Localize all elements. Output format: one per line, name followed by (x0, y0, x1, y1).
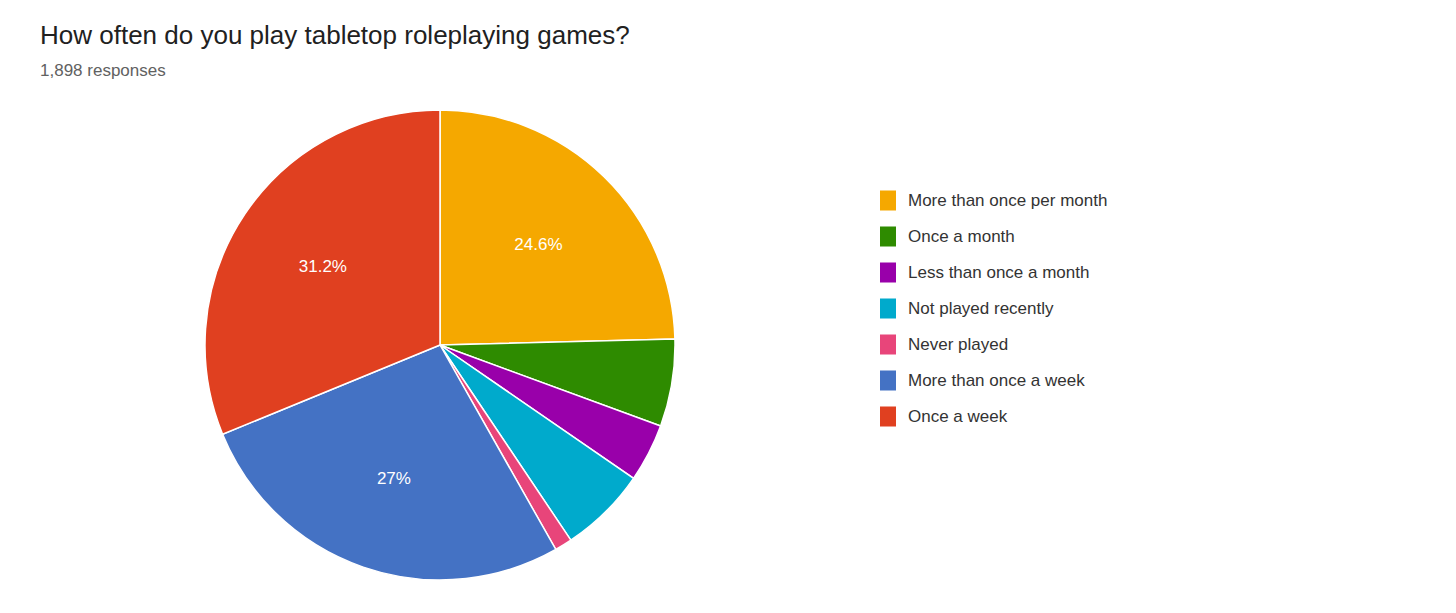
legend-label: Once a month (908, 227, 1015, 246)
legend-label: Once a week (908, 407, 1008, 426)
legend-label: Less than once a month (908, 263, 1089, 282)
title: How often do you play tabletop roleplayi… (40, 20, 630, 50)
chart: How often do you play tabletop roleplayi… (0, 0, 1456, 613)
data-label: 24.6% (514, 235, 562, 254)
legend-swatch (880, 371, 896, 391)
slice (205, 110, 440, 434)
slices (205, 110, 675, 580)
legend-label: Never played (908, 335, 1008, 354)
legend: More than once per month Once a month Less… (880, 191, 1107, 427)
legend-swatch (880, 335, 896, 355)
legend-label: More than once per month (908, 191, 1107, 210)
legend-swatch (880, 299, 896, 319)
legend-swatch (880, 407, 896, 427)
data-label: 31.2% (299, 257, 347, 276)
background (0, 0, 1456, 613)
legend-label: Not played recently (908, 299, 1054, 318)
legend-label: More than once a week (908, 371, 1085, 390)
subtitle: 1,898 responses (40, 61, 166, 80)
data-label: 27% (377, 469, 411, 488)
legend-swatch (880, 227, 896, 247)
legend-swatch (880, 191, 896, 211)
legend-swatch (880, 263, 896, 283)
data-labels: 24.6% 27% 31.2% (299, 235, 563, 488)
slice (440, 110, 675, 345)
